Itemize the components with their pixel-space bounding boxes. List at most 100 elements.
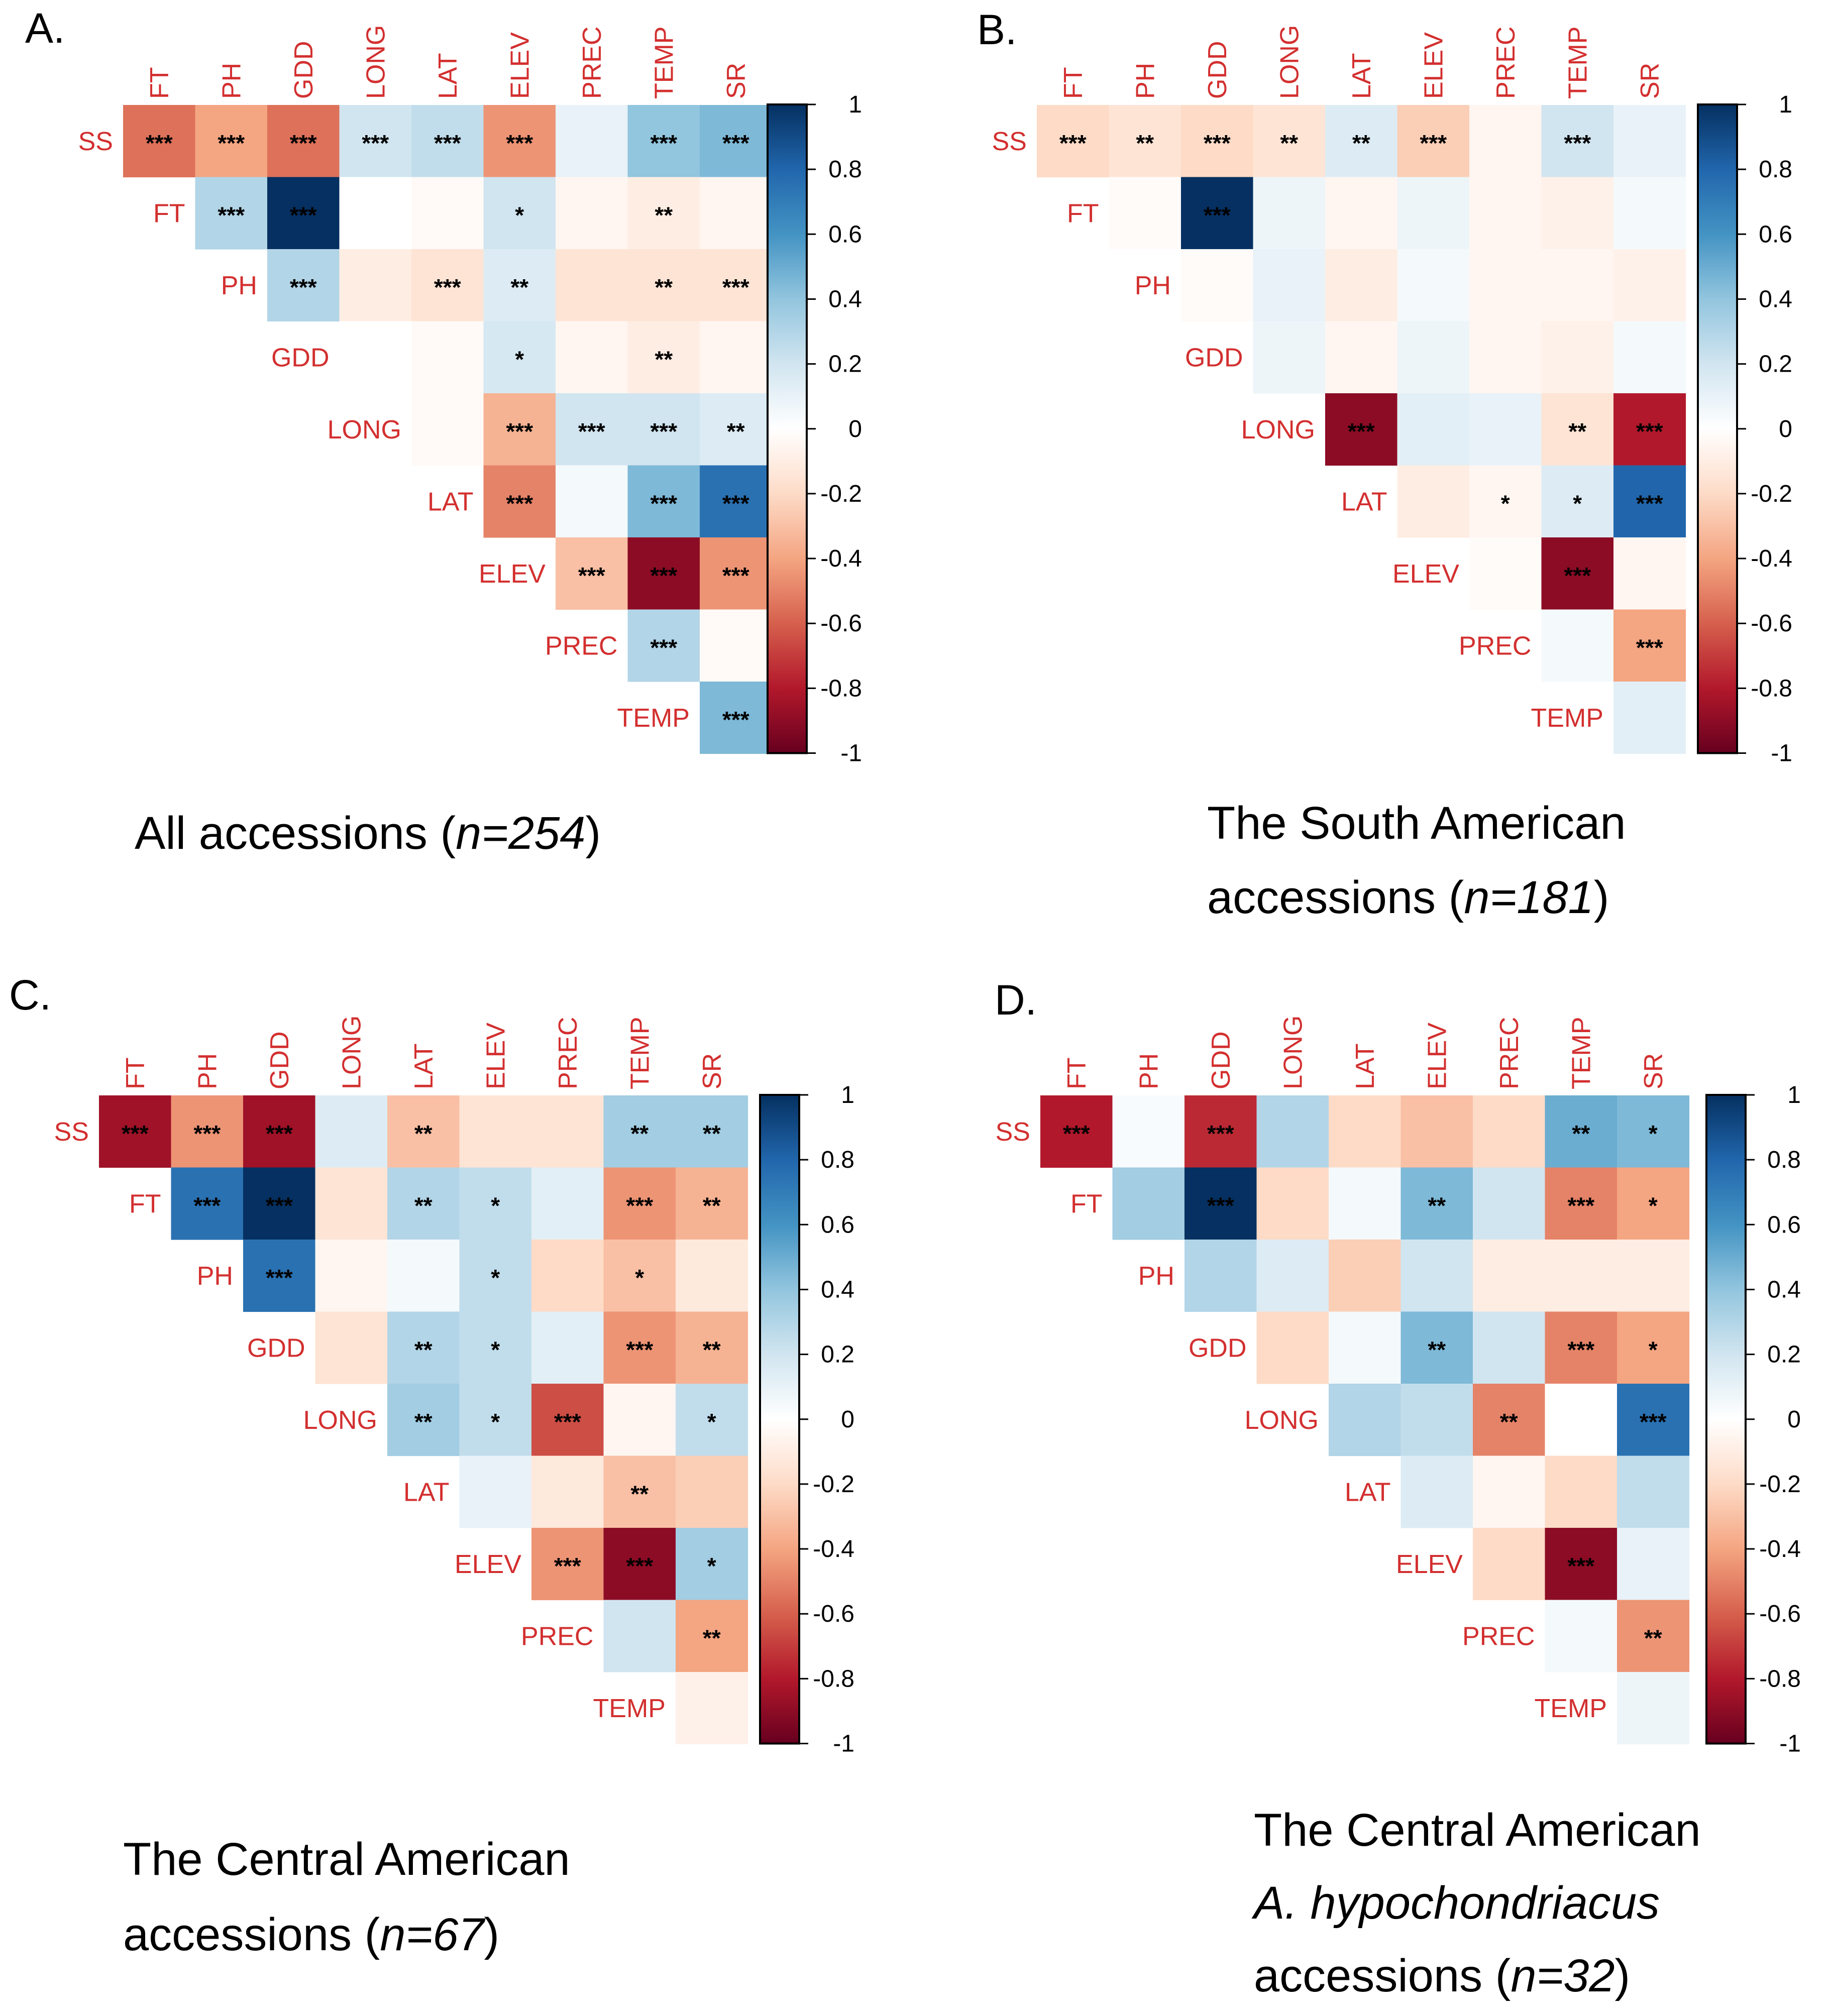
significance-mark: ** — [630, 1121, 649, 1147]
significance-mark: *** — [266, 1192, 293, 1218]
heatmap-cell — [1469, 465, 1542, 538]
row-label: TEMP — [593, 1694, 666, 1723]
significance-mark: *** — [290, 274, 317, 300]
significance-mark: ** — [1136, 130, 1154, 156]
heatmap-cell — [1040, 1095, 1113, 1168]
heatmap-cell — [531, 1311, 604, 1384]
heatmap-cell — [1329, 1384, 1401, 1457]
colorbar — [759, 1094, 800, 1745]
heatmap-cell — [700, 537, 773, 610]
colorbar-tick-label: 0 — [1787, 1406, 1801, 1433]
significance-mark: *** — [290, 202, 317, 228]
heatmap-cell — [1473, 1384, 1546, 1457]
significance-mark: *** — [1636, 418, 1663, 444]
panel-caption: accessions (n=181) — [1207, 872, 1609, 923]
significance-mark: *** — [506, 490, 533, 516]
row-label: SS — [78, 127, 113, 156]
colorbar-tick-label: 0.6 — [821, 1211, 854, 1238]
heatmap-cell — [1469, 321, 1542, 394]
colorbar-tick-label: 0.8 — [1767, 1147, 1801, 1173]
column-label: TEMP — [625, 1017, 655, 1089]
heatmap-cell — [1613, 105, 1686, 178]
row-label: TEMP — [1535, 1694, 1607, 1723]
heatmap-cell — [411, 249, 484, 322]
significance-mark: *** — [193, 1121, 221, 1147]
heatmap-cell — [1397, 321, 1470, 394]
significance-mark: *** — [434, 274, 461, 300]
significance-mark: ** — [414, 1336, 433, 1363]
heatmap-cell — [1256, 1095, 1329, 1168]
heatmap-cell — [1617, 1384, 1690, 1457]
heatmap-cell — [700, 393, 773, 466]
colorbar-tick-label: 0.8 — [821, 1147, 854, 1173]
column-label: PREC — [1491, 27, 1521, 99]
row-label: LAT — [1345, 1478, 1391, 1507]
heatmap-cell — [556, 321, 628, 394]
significance-mark: *** — [722, 130, 749, 156]
colorbar-tick-label: -1 — [840, 740, 862, 767]
colorbar-tick-label: -0.6 — [813, 1601, 854, 1627]
significance-mark: *** — [362, 130, 389, 156]
significance-mark: *** — [1420, 130, 1447, 156]
heatmap-cell — [603, 1240, 676, 1312]
heatmap-cell — [1325, 321, 1398, 394]
panel-letter: A. — [25, 5, 65, 52]
heatmap-cell — [483, 393, 556, 466]
heatmap-cell — [531, 1384, 604, 1457]
panel-caption: A. hypochondriacus — [1251, 1877, 1660, 1929]
significance-mark: *** — [626, 1553, 653, 1579]
heatmap-cell — [1617, 1240, 1690, 1312]
heatmap-cell — [459, 1240, 532, 1312]
column-label: FT — [1059, 67, 1088, 99]
heatmap-cell — [1397, 177, 1470, 250]
heatmap-cell — [1256, 1311, 1329, 1384]
heatmap-cell — [171, 1167, 244, 1240]
column-label: GDD — [1207, 1031, 1236, 1089]
heatmap-cell — [1109, 105, 1181, 178]
heatmap-cell — [603, 1528, 676, 1601]
heatmap-cell — [1469, 105, 1542, 178]
heatmap-cell — [676, 1528, 748, 1601]
column-label: ELEV — [505, 32, 534, 99]
significance-mark: *** — [650, 563, 677, 589]
heatmap-cell — [1181, 105, 1254, 178]
caption-segment: accessions ( — [1207, 872, 1464, 923]
significance-mark: ** — [414, 1409, 433, 1435]
heatmap-cell — [1613, 682, 1686, 754]
significance-mark: *** — [1207, 1121, 1234, 1147]
heatmap-cell — [627, 465, 700, 538]
heatmap-cell — [1473, 1455, 1546, 1528]
heatmap-cell — [243, 1167, 316, 1240]
row-label: PH — [221, 271, 257, 300]
column-label: SR — [1639, 1053, 1668, 1089]
heatmap-cell — [339, 321, 412, 394]
significance-mark: *** — [722, 707, 749, 733]
heatmap-cell — [676, 1600, 748, 1672]
significance-mark: *** — [626, 1336, 653, 1363]
heatmap-cell — [1541, 249, 1614, 322]
column-label: PH — [1134, 1053, 1163, 1089]
column-label: TEMP — [650, 27, 679, 99]
heatmap-cell — [387, 1384, 460, 1457]
heatmap-cell — [243, 1240, 316, 1312]
colorbar-tick-label: 1 — [841, 1082, 854, 1108]
panel-letter: D. — [995, 976, 1037, 1024]
heatmap-cell — [1329, 1240, 1401, 1312]
heatmap-cell — [556, 249, 628, 322]
significance-mark: *** — [218, 130, 245, 156]
column-label: PREC — [578, 27, 607, 99]
column-label: FT — [1062, 1057, 1092, 1089]
colorbar-tick-label: 0.4 — [828, 286, 862, 312]
colorbar-tick-label: -0.4 — [813, 1536, 854, 1562]
significance-mark: *** — [626, 1192, 653, 1218]
heatmap-cell — [1397, 249, 1470, 322]
column-label: LAT — [409, 1043, 439, 1089]
column-label: TEMP — [1563, 27, 1592, 99]
significance-mark: *** — [1636, 634, 1663, 660]
heatmap-cell — [1541, 537, 1614, 610]
significance-mark: *** — [290, 130, 317, 156]
heatmap-cell — [411, 321, 484, 394]
colorbar-tick-label: 1 — [1787, 1082, 1801, 1108]
